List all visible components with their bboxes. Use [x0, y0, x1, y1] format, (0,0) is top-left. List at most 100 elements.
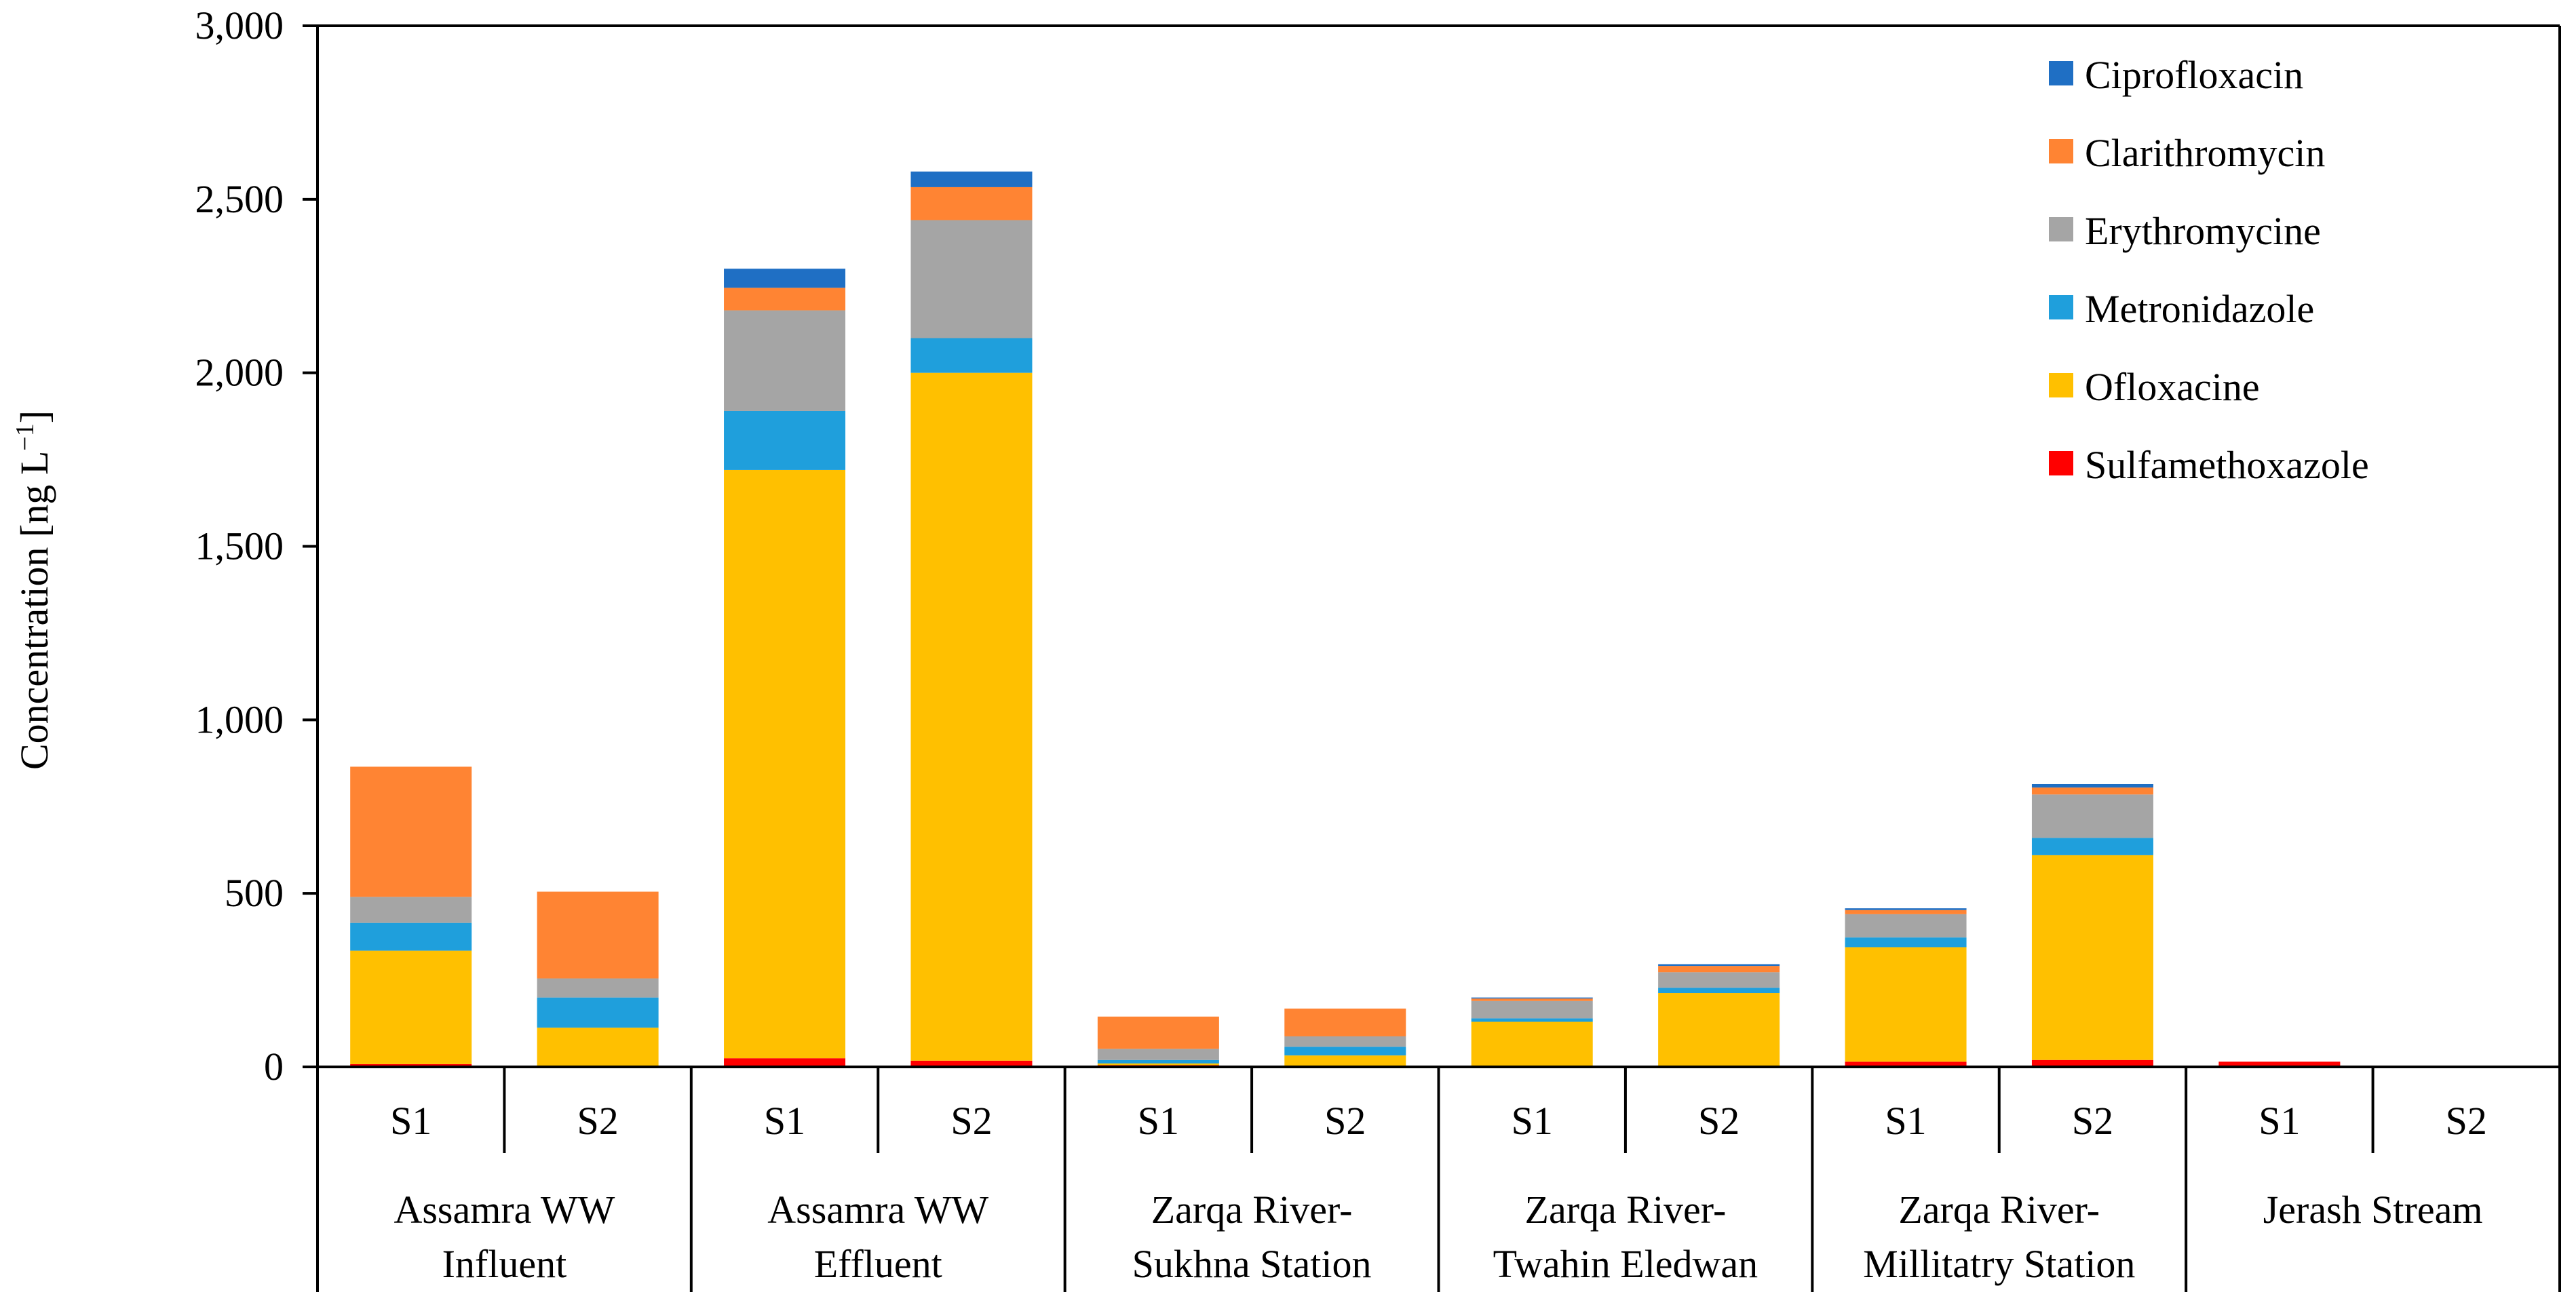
bar-segment-ofloxacine	[910, 372, 1033, 1061]
y-tick-labels: 0 500 1,000 1,500 2,000 2,500 3,000	[195, 3, 284, 1089]
y-tick-label: 3,000	[195, 3, 284, 47]
x-tick-label: S1	[1885, 1099, 1926, 1143]
y-tick-label: 2,000	[195, 351, 284, 395]
bar-segment-clarithromycin	[1845, 910, 1967, 914]
bar-segment-clarithromycin	[1284, 1009, 1406, 1036]
x-tick-label: S2	[950, 1099, 992, 1143]
bar-segment-ofloxacine	[1845, 947, 1967, 1062]
bar-segment-erythromycine	[350, 897, 472, 923]
legend-swatch	[2049, 373, 2073, 397]
bar-segment-sulfamethoxazole	[350, 1064, 472, 1067]
bar-segment-ofloxacine	[1097, 1063, 1219, 1066]
group-label: Zarqa River-	[1898, 1188, 2100, 1232]
group-label: Jerash Stream	[2263, 1188, 2483, 1232]
bar-segment-erythromycine	[1658, 972, 1780, 988]
bar-segment-clarithromycin	[1097, 1016, 1219, 1049]
x-tick-label: S1	[2258, 1099, 2300, 1143]
bar-segment-metronidazole	[1284, 1047, 1406, 1056]
legend-swatch	[2049, 451, 2073, 475]
x-tick-label: S1	[764, 1099, 805, 1143]
bar-segment-metronidazole	[1845, 937, 1967, 948]
bar-segment-sulfamethoxazole	[2031, 1059, 2153, 1067]
group-label: Assamra WW	[767, 1188, 988, 1232]
bar-segment-clarithromycin	[1658, 966, 1780, 973]
legend: Ciprofloxacin Clarithromycin Erythromycine…	[2049, 53, 2369, 487]
bar-segment-sulfamethoxazole	[1845, 1061, 1967, 1067]
group-label: Millitatry Station	[1863, 1242, 2135, 1286]
legend-swatch	[2049, 139, 2073, 163]
group-label: Assamra WW	[393, 1188, 615, 1232]
bar-segment-sulfamethoxazole	[724, 1058, 846, 1067]
legend-label: Clarithromycin	[2085, 131, 2325, 175]
legend-label: Ciprofloxacin	[2085, 53, 2303, 97]
bar-segment-ofloxacine	[2031, 855, 2153, 1060]
y-tick-label: 1,000	[195, 697, 284, 741]
bar-segment-ofloxacine	[724, 469, 846, 1059]
bar-segment-clarithromycin	[724, 288, 846, 311]
bar-segment-metronidazole	[724, 410, 846, 470]
group-label: Effluent	[814, 1242, 942, 1286]
x-tick-label: S1	[1512, 1099, 1553, 1143]
bar-segment-ciprofloxacin	[910, 171, 1033, 187]
bar-segment-erythromycine	[724, 310, 846, 411]
group-label: Influent	[442, 1242, 567, 1286]
bar-segment-erythromycine	[1284, 1036, 1406, 1047]
legend-swatch	[2049, 61, 2073, 85]
bar-segment-ciprofloxacin	[1845, 908, 1967, 910]
y-tick-label: 500	[225, 871, 284, 915]
x-tick-label: S2	[1324, 1099, 1366, 1143]
bar-segment-ofloxacine	[350, 950, 472, 1064]
bar-segment-metronidazole	[1471, 1018, 1593, 1022]
bar-segment-clarithromycin	[537, 891, 659, 979]
bar-segment-ciprofloxacin	[2031, 783, 2153, 788]
group-label: Zarqa River-	[1525, 1188, 1727, 1232]
group-label: Twahin Eledwan	[1493, 1242, 1758, 1286]
bar-segment-ciprofloxacin	[1658, 964, 1780, 967]
bar-segment-metronidazole	[1097, 1059, 1219, 1064]
y-axis-label: Concentration [ng L−1]	[11, 410, 56, 770]
bar-segment-sulfamethoxazole	[2218, 1061, 2341, 1067]
bar-segment-erythromycine	[1471, 1000, 1593, 1019]
bar-segment-metronidazole	[350, 922, 472, 951]
x-tick-label: S2	[2072, 1099, 2113, 1143]
bar-segment-metronidazole	[1658, 988, 1780, 994]
bar-segment-metronidazole	[537, 997, 659, 1028]
legend-label: Metronidazole	[2085, 287, 2314, 331]
bar-segment-erythromycine	[1097, 1049, 1219, 1060]
legend-label: Erythromycine	[2085, 209, 2321, 253]
bar-segment-clarithromycin	[1471, 998, 1593, 1001]
x-tick-label: S1	[1138, 1099, 1179, 1143]
bar-segment-ciprofloxacin	[1471, 997, 1593, 999]
bar-segment-clarithromycin	[910, 187, 1033, 220]
y-tick-label: 1,500	[195, 524, 284, 568]
x-tick-label: S1	[390, 1099, 431, 1143]
bar-segment-sulfamethoxazole	[910, 1060, 1033, 1067]
bar-stacks	[350, 171, 2341, 1067]
bar-segment-ofloxacine	[1471, 1021, 1593, 1066]
bar-segment-metronidazole	[910, 338, 1033, 373]
bar-segment-ciprofloxacin	[724, 269, 846, 288]
bar-segment-ofloxacine	[537, 1028, 659, 1066]
group-label: Zarqa River-	[1151, 1188, 1353, 1232]
y-tick-label: 0	[264, 1045, 284, 1089]
x-tick-label: S2	[1698, 1099, 1739, 1143]
bar-segment-erythromycine	[537, 978, 659, 998]
bar-segment-erythromycine	[910, 220, 1033, 338]
bar-segment-ofloxacine	[1658, 993, 1780, 1066]
bar-segment-erythromycine	[1845, 914, 1967, 938]
plot-frame	[303, 24, 2561, 1292]
y-axis-label-text: Concentration [ng L	[12, 451, 56, 770]
bar-segment-ofloxacine	[1284, 1055, 1406, 1066]
y-tick-label: 2,500	[195, 177, 284, 221]
group-label: Sukhna Station	[1132, 1242, 1372, 1286]
bar-segment-clarithromycin	[2031, 787, 2153, 795]
x-axis-labels: S1 S2 S1 S2 S1 S2 S1 S2 S1 S2 S1 S2 Assamra WW Influe…	[390, 1099, 2487, 1286]
legend-swatch	[2049, 295, 2073, 319]
legend-label: Ofloxacine	[2085, 365, 2260, 409]
bar-segment-clarithromycin	[350, 766, 472, 897]
x-tick-label: S2	[2446, 1099, 2487, 1143]
legend-label: Sulfamethoxazole	[2085, 443, 2369, 487]
bar-segment-erythromycine	[2031, 794, 2153, 838]
bar-segment-metronidazole	[2031, 838, 2153, 855]
